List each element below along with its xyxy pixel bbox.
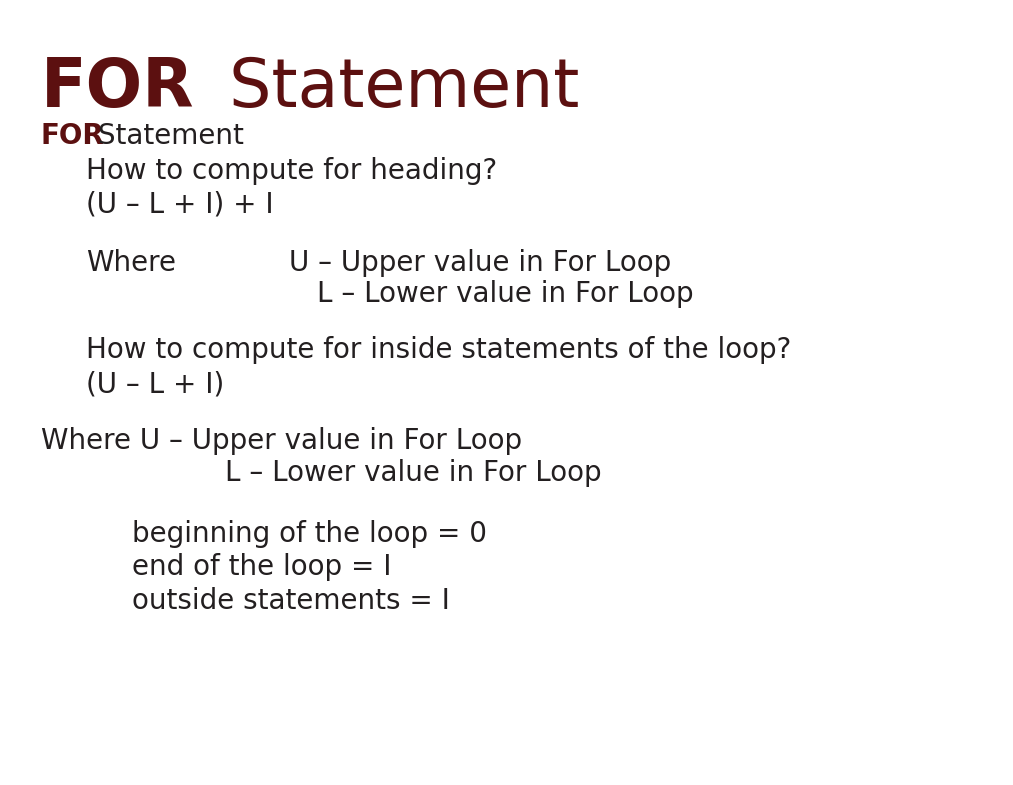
Text: How to compute for heading?: How to compute for heading? <box>86 157 497 185</box>
Text: Statement: Statement <box>89 122 244 150</box>
Text: Where: Where <box>86 249 176 277</box>
Text: outside statements = I: outside statements = I <box>132 587 450 615</box>
Text: Statement: Statement <box>208 55 579 121</box>
Text: beginning of the loop = 0: beginning of the loop = 0 <box>132 520 486 548</box>
Text: Where U – Upper value in For Loop: Where U – Upper value in For Loop <box>41 427 522 455</box>
Text: (U – L + I): (U – L + I) <box>86 371 224 399</box>
Text: L – Lower value in For Loop: L – Lower value in For Loop <box>225 459 602 487</box>
Text: (U – L + I) + I: (U – L + I) + I <box>86 191 274 219</box>
Text: L – Lower value in For Loop: L – Lower value in For Loop <box>317 280 694 309</box>
Text: FOR: FOR <box>41 55 194 121</box>
Text: FOR: FOR <box>41 122 104 150</box>
Text: U – Upper value in For Loop: U – Upper value in For Loop <box>289 249 671 277</box>
Text: How to compute for inside statements of the loop?: How to compute for inside statements of … <box>86 336 791 364</box>
Text: end of the loop = I: end of the loop = I <box>132 553 391 582</box>
